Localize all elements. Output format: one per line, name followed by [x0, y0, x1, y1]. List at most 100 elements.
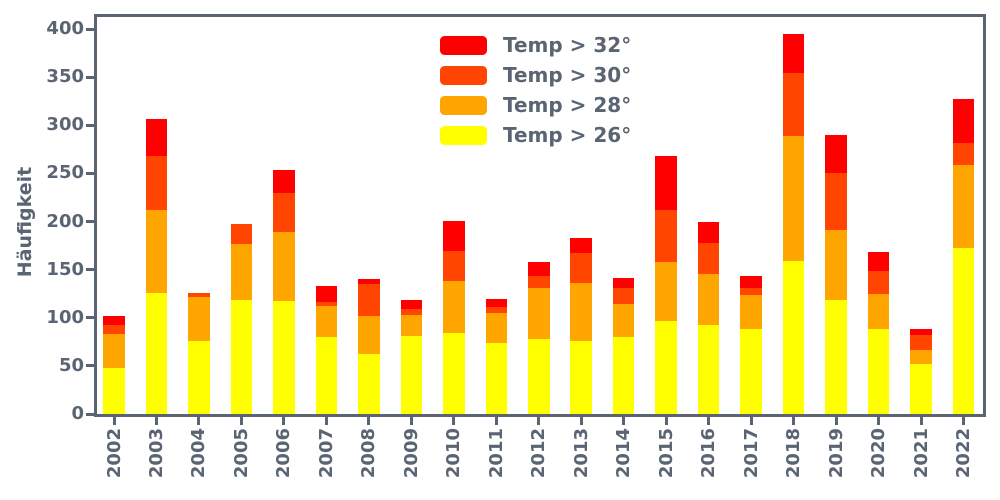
x-tick-mark: [239, 417, 243, 425]
x-tick-mark: [537, 417, 541, 425]
bar-segment-2017-30: [740, 287, 762, 295]
bar-segment-2017-32: [740, 276, 762, 288]
y-tick-mark: [86, 364, 94, 368]
x-tick-label: 2011: [485, 428, 507, 479]
bar-segment-2021-28: [910, 349, 932, 364]
x-tick-mark: [324, 417, 328, 425]
bar-segment-2018-28: [782, 135, 805, 261]
bar-segment-2013-30: [570, 253, 592, 284]
bar-segment-2006-26: [273, 301, 295, 414]
bar-segment-2021-26: [910, 363, 932, 414]
x-tick-label: 2009: [400, 428, 422, 479]
bar-segment-2004-28: [188, 296, 210, 341]
bar-segment-2017-28: [740, 294, 762, 330]
y-tick-mark: [86, 75, 94, 79]
bar-segment-2019-30: [825, 173, 847, 231]
x-tick-mark: [749, 417, 753, 425]
bar-segment-2007-28: [315, 306, 338, 337]
x-tick-label: 2007: [315, 428, 337, 479]
bar-segment-2007-30: [315, 302, 338, 307]
bar-segment-2014-28: [612, 304, 635, 337]
bar-segment-2022-32: [952, 99, 975, 143]
bar-segment-2012-28: [528, 287, 550, 339]
bar-segment-2014-26: [612, 337, 635, 414]
bar-segment-2003-32: [145, 119, 168, 157]
x-tick-label: 2013: [570, 428, 592, 479]
bar-segment-2013-32: [570, 237, 592, 254]
bar-segment-2016-26: [697, 325, 720, 414]
bar-segment-2007-26: [315, 337, 338, 414]
bar-segment-2022-26: [952, 248, 975, 414]
bar-segment-2020-30: [867, 270, 890, 294]
bar-segment-2003-30: [145, 156, 168, 210]
bar-segment-2018-30: [782, 73, 805, 136]
bar-segment-2006-30: [273, 192, 295, 233]
bar-segment-2007-32: [315, 285, 338, 303]
legend-row: Temp > 32°: [440, 35, 631, 55]
x-tick-label: 2006: [273, 428, 295, 479]
bar-segment-2011-26: [485, 342, 508, 414]
y-tick-label: 350: [46, 66, 84, 88]
y-tick-mark: [86, 316, 94, 320]
y-tick-label: 300: [46, 114, 84, 136]
bar-segment-2008-32: [358, 279, 380, 285]
x-tick-label: 2020: [868, 428, 890, 479]
bar-segment-2005-26: [230, 300, 253, 414]
x-tick-mark: [877, 417, 881, 425]
x-tick-label: 2010: [443, 428, 465, 479]
x-tick-mark: [112, 417, 116, 425]
bar-segment-2002-28: [103, 334, 125, 368]
bar-segment-2011-32: [485, 299, 508, 308]
y-tick-mark: [86, 123, 94, 127]
y-tick-mark: [86, 268, 94, 272]
legend-label: Temp > 26°: [503, 123, 632, 147]
bar-segment-2011-30: [485, 307, 508, 313]
x-tick-mark: [962, 417, 965, 425]
bar-segment-2012-30: [528, 276, 550, 288]
y-tick-label: 250: [46, 162, 84, 184]
y-tick-label: 200: [46, 210, 84, 232]
x-tick-mark: [282, 417, 286, 425]
bar-segment-2019-26: [825, 300, 847, 414]
legend-label: Temp > 32°: [503, 33, 632, 57]
x-tick-label: 2005: [230, 428, 252, 479]
bar-segment-2008-26: [358, 354, 380, 414]
bar-segment-2022-30: [952, 142, 975, 165]
legend-row: Temp > 28°: [440, 95, 631, 115]
legend-swatch-icon: [440, 125, 487, 145]
bar-segment-2009-28: [400, 314, 423, 337]
bar-segment-2016-30: [697, 242, 720, 275]
x-tick-label: 2017: [740, 428, 762, 479]
legend-row: Temp > 26°: [440, 125, 631, 145]
bar-segment-2006-28: [273, 232, 295, 302]
x-tick-mark: [919, 417, 923, 425]
x-tick-mark: [452, 417, 456, 425]
bar-segment-2008-30: [358, 284, 380, 316]
x-tick-label: 2019: [825, 428, 847, 479]
bar-segment-2010-32: [443, 220, 465, 252]
y-tick-mark: [86, 220, 94, 223]
bar-segment-2002-30: [103, 325, 125, 335]
x-tick-label: 2015: [655, 428, 677, 479]
x-tick-label: 2016: [698, 428, 720, 479]
bar-segment-2013-28: [570, 283, 592, 341]
y-tick-label: 150: [46, 258, 84, 280]
bar-segment-2011-28: [485, 312, 508, 343]
bar-segment-2019-28: [825, 230, 847, 301]
bar-segment-2020-26: [867, 329, 890, 414]
bar-segment-2005-28: [230, 243, 253, 301]
bar-segment-2004-26: [188, 340, 210, 414]
x-tick-mark: [579, 417, 583, 425]
bar-segment-2004-30: [188, 292, 210, 297]
bar-segment-2012-26: [528, 338, 550, 414]
y-tick-mark: [86, 27, 94, 31]
x-tick-mark: [409, 417, 413, 425]
legend-swatch-icon: [440, 65, 487, 85]
bar-segment-2012-32: [528, 261, 550, 277]
x-tick-label: 2021: [910, 428, 932, 479]
bar-segment-2003-26: [145, 292, 168, 414]
legend-label: Temp > 30°: [503, 63, 632, 87]
bar-segment-2015-32: [655, 156, 677, 210]
x-tick-mark: [197, 417, 201, 425]
